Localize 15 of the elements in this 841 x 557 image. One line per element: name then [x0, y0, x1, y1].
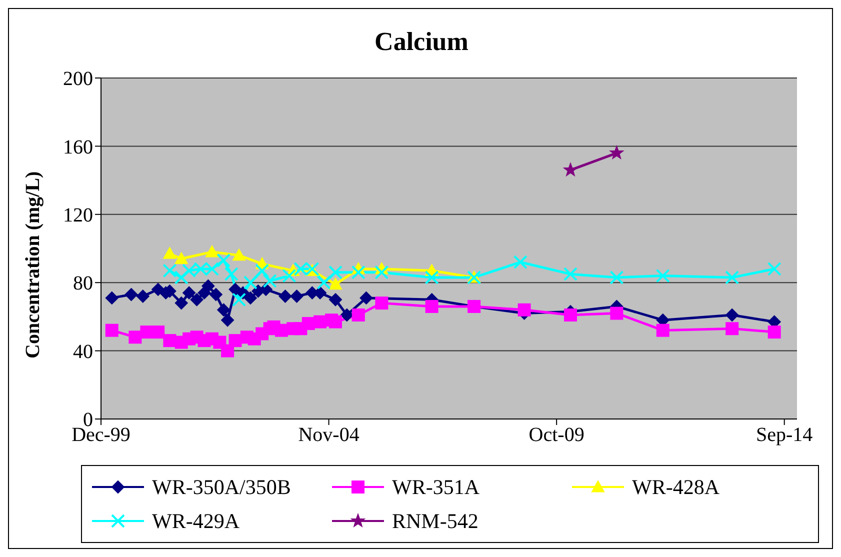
x-tick-label: Nov-04 [298, 424, 360, 446]
x-tick-label: Sep-14 [756, 424, 813, 446]
y-axis-title: Concentration (mg/L) [22, 171, 44, 358]
y-tick-label: 40 [73, 340, 93, 363]
legend-label: WR-350A/350B [152, 474, 291, 500]
chart-title: Calcium [374, 27, 470, 57]
legend-label: WR-428A [632, 474, 720, 500]
x-tick-label: Oct-09 [528, 424, 584, 446]
y-tick-label: 200 [63, 68, 93, 90]
y-tick-label: 120 [63, 204, 93, 226]
legend-label: WR-351A [392, 474, 480, 500]
legend-label: RNM-542 [392, 508, 478, 534]
y-tick-label: 160 [63, 136, 93, 158]
y-tick-label: 80 [73, 272, 93, 295]
legend-label: WR-429A [152, 508, 240, 534]
